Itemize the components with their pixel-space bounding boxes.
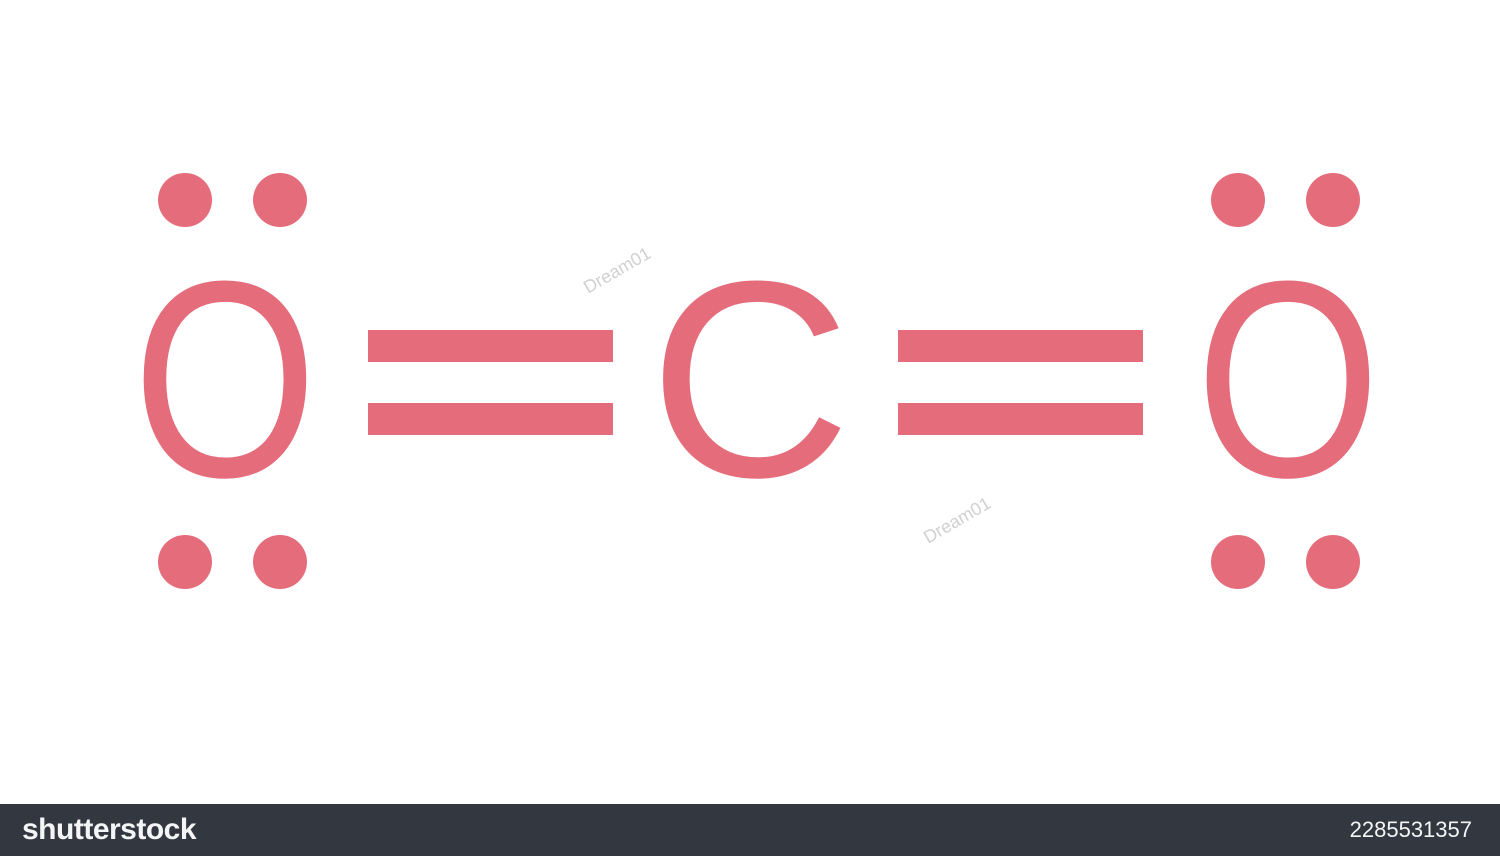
watermark-artist: Dream01 [580, 243, 655, 298]
double-bond-line [898, 330, 1143, 362]
lone-pair-dot [1306, 173, 1360, 227]
lone-pair-dot [253, 535, 307, 589]
double-bond-line [368, 330, 613, 362]
atom-oxygen-left: O [132, 240, 317, 520]
double-bond-line [368, 403, 613, 435]
atom-carbon: C [649, 240, 851, 520]
lone-pair-dot [158, 173, 212, 227]
lone-pair-dot [253, 173, 307, 227]
lone-pair-dot [1211, 535, 1265, 589]
double-bond-line [898, 403, 1143, 435]
watermark-artist: Dream01 [920, 493, 995, 548]
lewis-structure-diagram: O C O Dream01 Dream01 [0, 0, 1500, 856]
atom-oxygen-right: O [1195, 240, 1380, 520]
stock-footer-bar: shutterstock 2285531357 [0, 804, 1500, 856]
lone-pair-dot [1306, 535, 1360, 589]
stock-image-id: 2285531357 [1350, 817, 1472, 843]
lone-pair-dot [1211, 173, 1265, 227]
lone-pair-dot [158, 535, 212, 589]
stock-brand: shutterstock [22, 813, 196, 847]
